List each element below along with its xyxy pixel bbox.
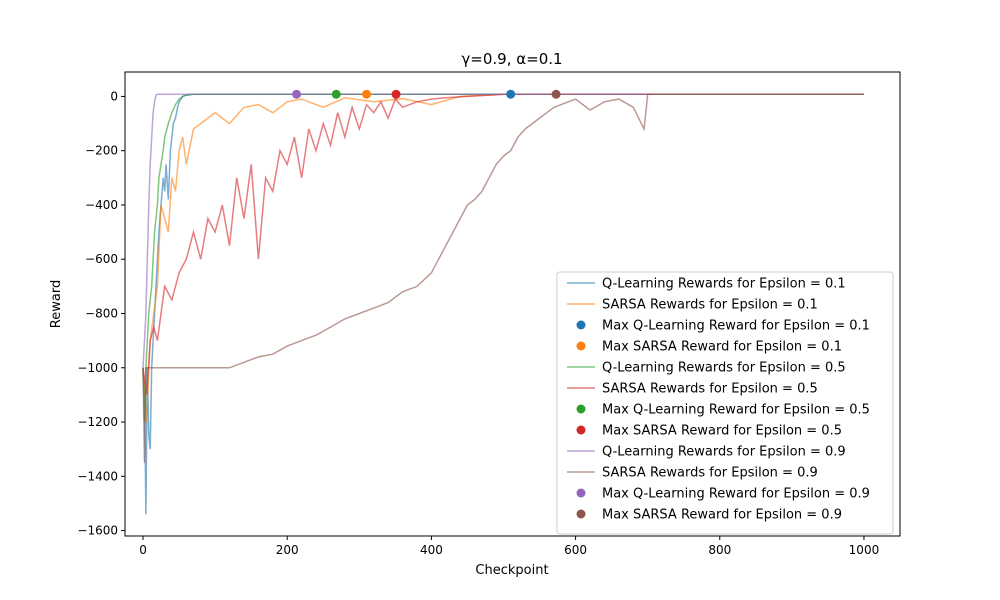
legend-swatch (576, 404, 586, 414)
x-tick-label: 200 (276, 543, 299, 557)
legend-entry-label: SARSA Rewards for Epsilon = 0.9 (602, 466, 818, 481)
chart-title: γ=0.9, α=0.1 (461, 50, 562, 68)
max-point-10 (292, 89, 302, 99)
series-line-8 (142, 93, 864, 368)
y-tick-label: 0 (110, 89, 118, 103)
max-point-3 (362, 89, 372, 99)
y-tick-label: −600 (85, 252, 118, 266)
y-tick-label: −400 (85, 198, 118, 212)
legend-entry-label: SARSA Rewards for Epsilon = 0.1 (602, 298, 818, 313)
legend-swatch (576, 425, 586, 435)
y-tick-label: −200 (85, 144, 118, 158)
x-axis-label: Checkpoint (475, 563, 548, 578)
legend: Q-Learning Rewards for Epsilon = 0.1 SARS… (556, 271, 894, 535)
series-line-4 (142, 93, 864, 423)
legend-entry-label: Q-Learning Rewards for Epsilon = 0.1 (602, 277, 846, 292)
legend-entry-label: Max SARSA Reward for Epsilon = 0.5 (602, 424, 842, 439)
max-point-7 (391, 89, 401, 99)
legend-entry-label: Max Q-Learning Reward for Epsilon = 0.5 (602, 403, 870, 418)
y-tick-label: −1600 (77, 524, 118, 538)
legend-entry-label: Q-Learning Rewards for Epsilon = 0.5 (602, 361, 846, 376)
legend-swatch (576, 320, 586, 330)
max-point-2 (506, 89, 516, 99)
y-axis-label: Reward (49, 280, 64, 328)
y-tick-label: −800 (85, 306, 118, 320)
y-tick-label: −1400 (77, 469, 118, 483)
x-tick-label: 400 (420, 543, 443, 557)
legend-entry-label: Max SARSA Reward for Epsilon = 0.9 (602, 508, 842, 523)
y-tick-label: −1000 (77, 361, 118, 375)
series-line-9 (142, 93, 864, 463)
legend-entry-label: Max SARSA Reward for Epsilon = 0.1 (602, 340, 842, 355)
y-tick-label: −1200 (77, 415, 118, 429)
legend-entry-label: Q-Learning Rewards for Epsilon = 0.9 (602, 445, 846, 460)
plot-frame (124, 71, 901, 537)
legend-swatch (576, 509, 586, 519)
series-line-1 (142, 93, 864, 423)
max-point-6 (331, 89, 341, 99)
x-tick-label: 600 (564, 543, 587, 557)
legend-swatch (576, 488, 586, 498)
legend-entry-label: SARSA Rewards for Epsilon = 0.5 (602, 382, 818, 397)
legend-box (556, 271, 894, 535)
legend-swatch (576, 341, 586, 351)
x-tick-label: 800 (708, 543, 731, 557)
x-tick-label: 0 (139, 543, 147, 557)
legend-entry-label: Max Q-Learning Reward for Epsilon = 0.9 (602, 487, 870, 502)
max-point-11 (551, 89, 561, 99)
x-tick-label: 1000 (849, 543, 880, 557)
legend-entry-label: Max Q-Learning Reward for Epsilon = 0.1 (602, 319, 870, 334)
series-line-5 (142, 93, 864, 395)
